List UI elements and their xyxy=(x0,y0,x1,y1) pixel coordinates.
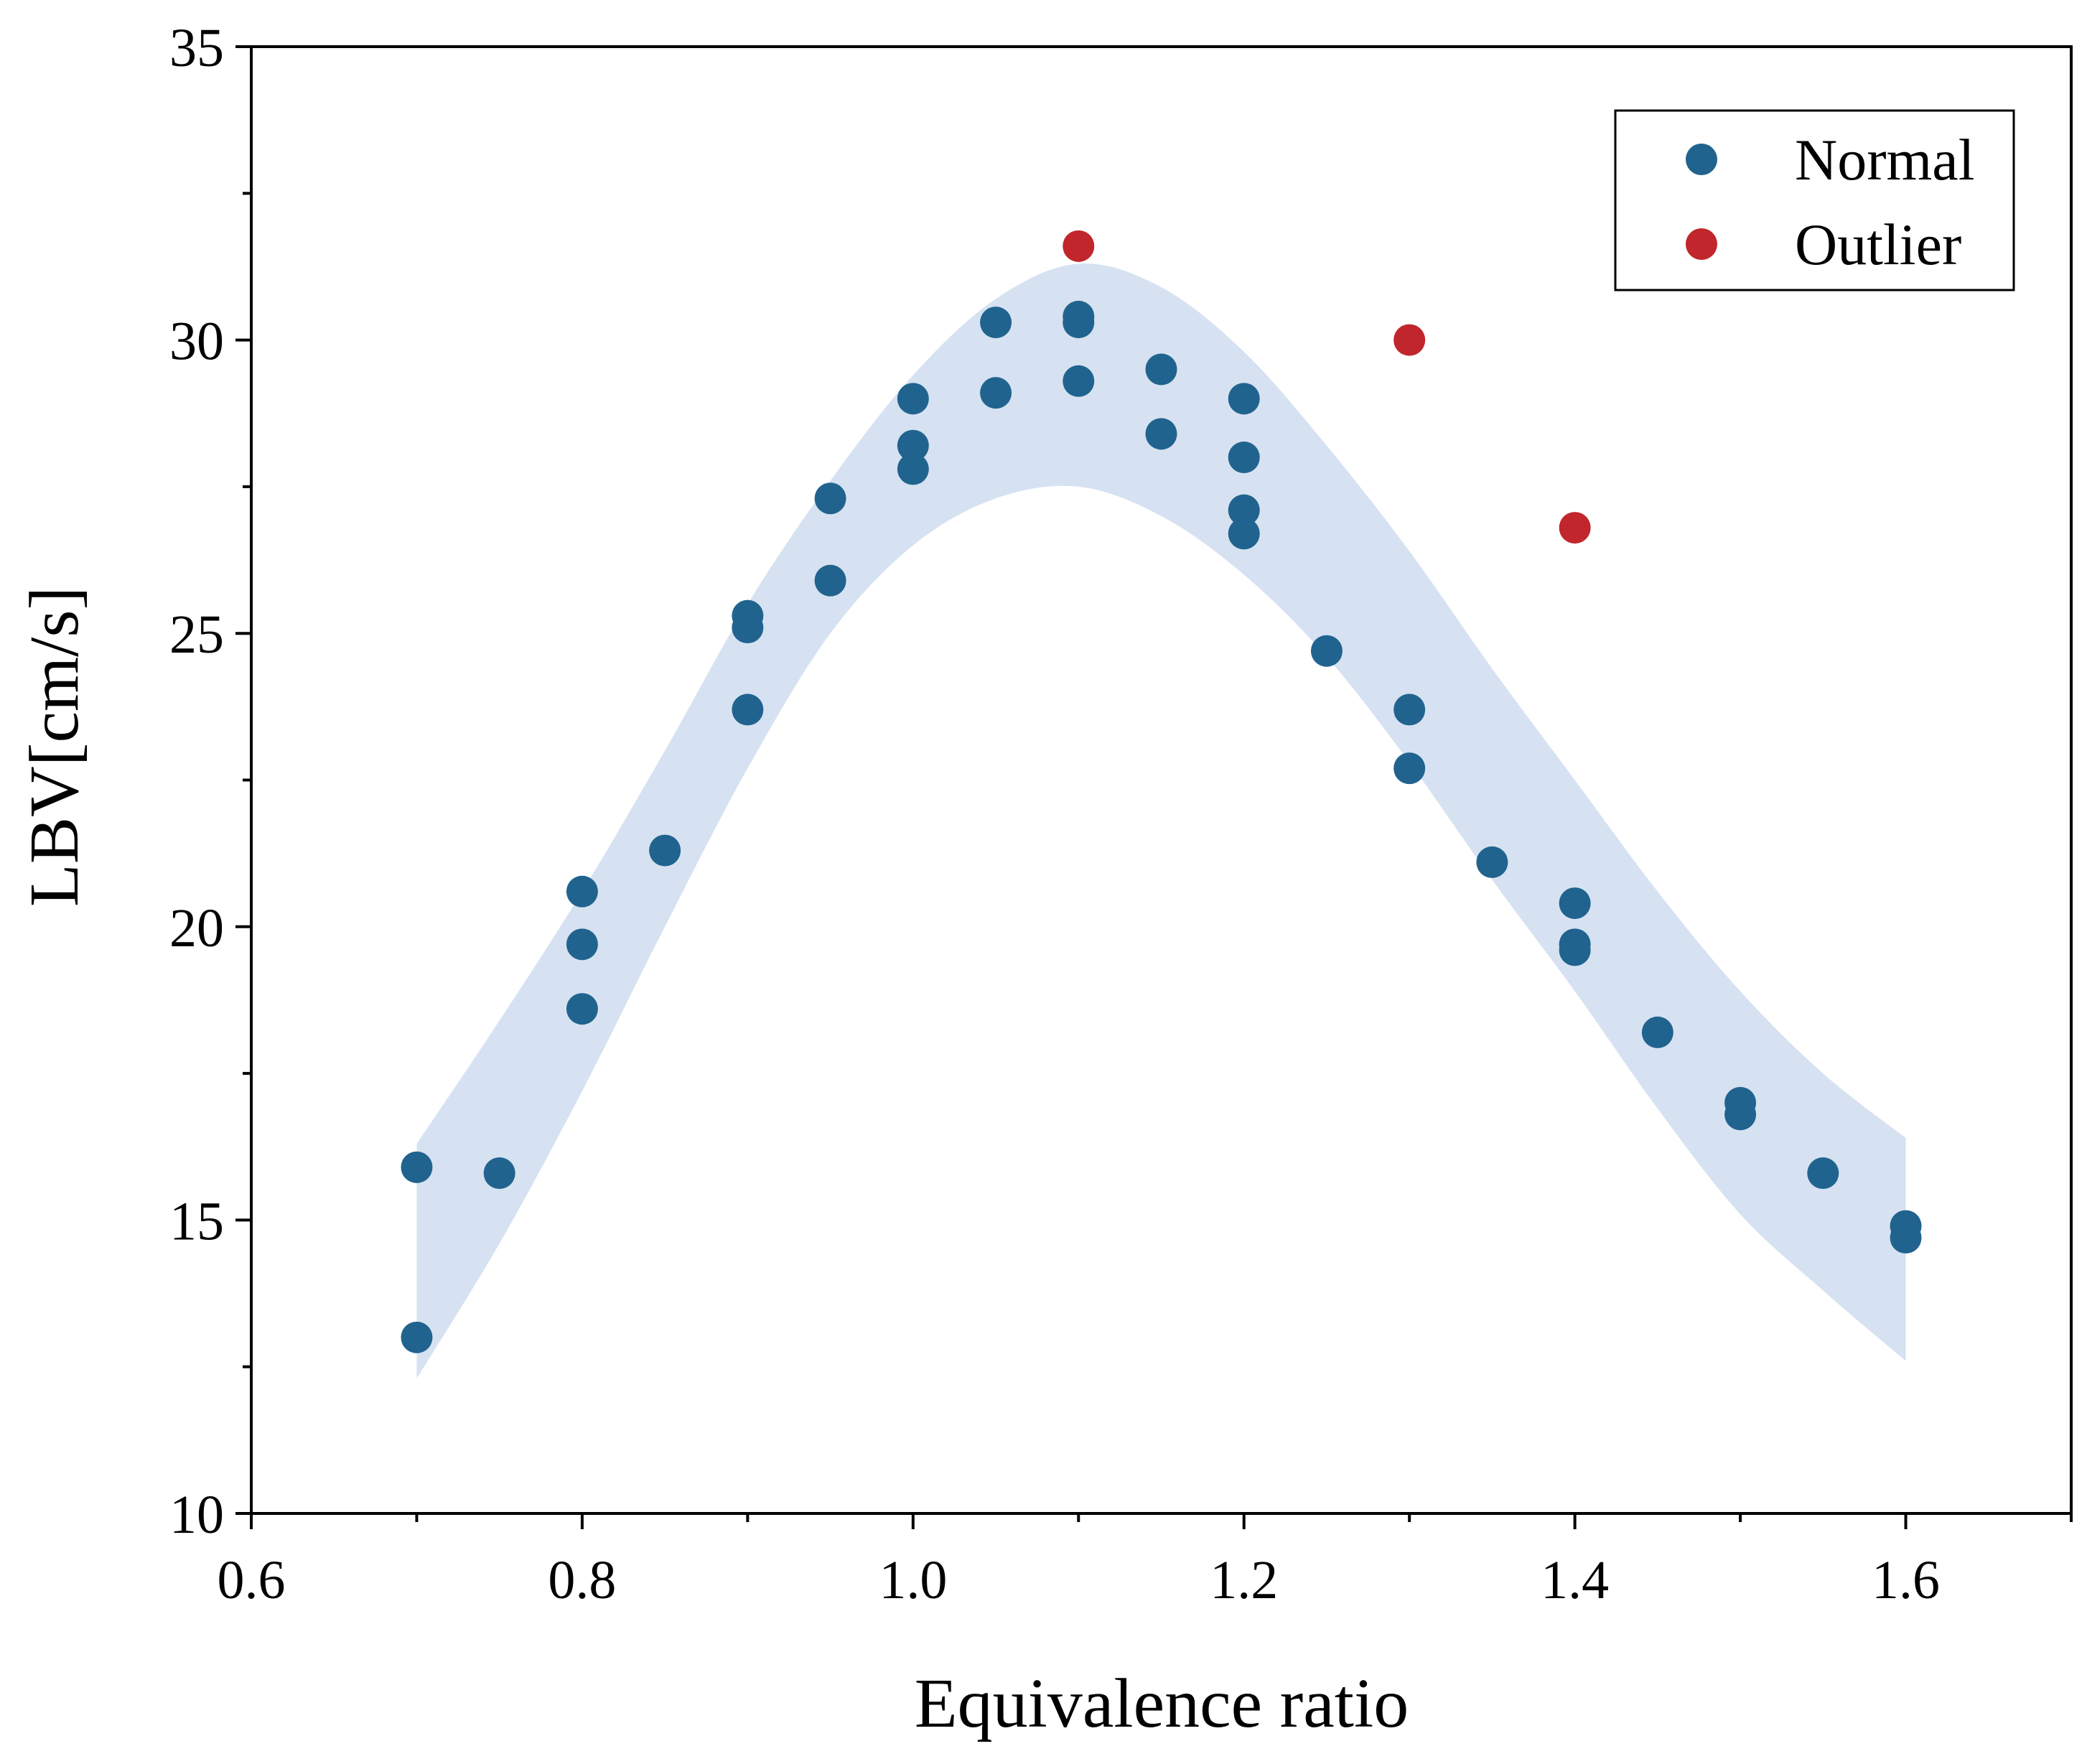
normal-point xyxy=(1476,846,1508,878)
normal-point xyxy=(1145,418,1177,450)
legend-box xyxy=(1614,109,2015,291)
normal-point xyxy=(1228,383,1260,415)
normal-point xyxy=(1724,1098,1757,1131)
normal-point xyxy=(1145,353,1177,386)
normal-point xyxy=(649,834,681,867)
legend-marker-outlier xyxy=(1686,228,1717,260)
normal-point xyxy=(401,1321,433,1353)
normal-point xyxy=(897,453,929,485)
normal-point xyxy=(401,1151,433,1183)
normal-point xyxy=(1559,934,1591,966)
normal-point xyxy=(732,694,764,726)
x-tick-label: 1.4 xyxy=(1541,1550,1609,1610)
normal-point xyxy=(566,875,598,907)
axis-ticks-layer: 0.6 0.8 1.0 1.2 1.4 1.6 10 15 20 25 30 35 xyxy=(169,18,2073,1610)
normal-point xyxy=(1063,365,1095,397)
normal-point xyxy=(1228,442,1260,474)
normal-point xyxy=(814,564,846,597)
normal-point xyxy=(814,482,846,515)
y-tick-label: 15 xyxy=(169,1191,224,1251)
normal-point xyxy=(1890,1221,1922,1254)
normal-point xyxy=(1393,752,1426,785)
y-axis-title: LBV[cm/s] xyxy=(16,587,93,907)
normal-point xyxy=(566,993,598,1025)
normal-point xyxy=(1559,887,1591,920)
outlier-point xyxy=(1063,230,1095,262)
legend-label-outlier: Outlier xyxy=(1795,212,1961,277)
x-tick-label: 0.6 xyxy=(218,1550,286,1610)
normal-point xyxy=(980,307,1012,339)
normal-point xyxy=(897,429,929,462)
normal-point xyxy=(1807,1157,1839,1190)
x-tick-label: 1.2 xyxy=(1210,1550,1278,1610)
data-points-layer xyxy=(401,230,1922,1353)
normal-point xyxy=(1641,1016,1673,1048)
y-tick-label: 20 xyxy=(169,898,224,958)
normal-point xyxy=(980,377,1012,409)
y-tick-label: 25 xyxy=(169,605,224,665)
outlier-point xyxy=(1559,512,1591,544)
x-axis-title: Equivalence ratio xyxy=(915,1665,1409,1742)
legend: Normal Outlier xyxy=(1614,109,2015,291)
x-tick-label: 1.6 xyxy=(1872,1550,1940,1610)
x-tick-label: 1.0 xyxy=(879,1550,947,1610)
normal-point xyxy=(897,383,929,415)
y-tick-label: 10 xyxy=(169,1485,224,1545)
normal-point xyxy=(1310,635,1343,667)
confidence-band xyxy=(416,263,1906,1379)
legend-label-normal: Normal xyxy=(1795,127,1974,192)
normal-point xyxy=(1393,694,1426,726)
y-tick-label: 35 xyxy=(169,18,224,78)
normal-point xyxy=(483,1157,515,1190)
normal-point xyxy=(732,612,764,644)
normal-point xyxy=(1228,494,1260,526)
normal-point xyxy=(566,928,598,961)
outlier-point xyxy=(1393,324,1426,356)
normal-point xyxy=(1063,307,1095,339)
x-tick-label: 0.8 xyxy=(548,1550,616,1610)
y-tick-label: 30 xyxy=(169,312,224,372)
normal-point xyxy=(1228,518,1260,550)
legend-marker-normal xyxy=(1686,144,1717,175)
confidence-band-layer xyxy=(416,263,1906,1379)
